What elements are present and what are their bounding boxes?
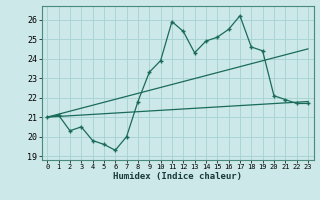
X-axis label: Humidex (Indice chaleur): Humidex (Indice chaleur)	[113, 172, 242, 181]
